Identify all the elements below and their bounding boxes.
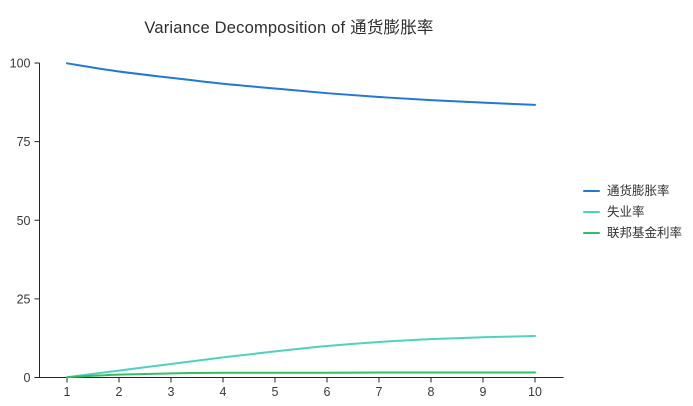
- legend-item-unemployment: 失业率: [583, 205, 682, 219]
- axes-spines: [39, 63, 564, 378]
- series-line-fed-funds-rate: [66, 371, 536, 379]
- legend-swatch-fed-funds-rate: [583, 231, 600, 235]
- legend: 通货膨胀率 失业率 联邦基金利率: [583, 184, 682, 240]
- x-tick-label: 7: [376, 385, 383, 399]
- chart-title: Variance Decomposition of 通货膨胀率: [144, 19, 434, 37]
- legend-item-inflation: 通货膨胀率: [583, 184, 682, 198]
- x-tick-label: 5: [272, 385, 279, 399]
- legend-swatch-inflation: [583, 189, 600, 193]
- x-tick-label: 10: [528, 385, 542, 399]
- legend-label-fed-funds-rate: 联邦基金利率: [607, 226, 683, 240]
- x-tick-label: 4: [220, 385, 227, 399]
- legend-label-unemployment: 失业率: [607, 205, 645, 219]
- x-tick-label: 1: [64, 385, 71, 399]
- legend-item-fed-funds-rate: 联邦基金利率: [583, 226, 682, 240]
- legend-swatch-unemployment: [583, 210, 600, 214]
- y-tick-label: 50: [17, 214, 31, 228]
- x-tick-label: 2: [116, 385, 123, 399]
- y-tick-label: 100: [10, 57, 31, 71]
- y-tick-label: 0: [24, 371, 31, 385]
- x-tick-label: 9: [480, 385, 487, 399]
- x-tick-label: 8: [428, 385, 435, 399]
- x-tick-label: 6: [324, 385, 331, 399]
- legend-label-inflation: 通货膨胀率: [607, 184, 670, 198]
- x-tick-label: 3: [168, 385, 175, 399]
- series-line-unemployment: [66, 334, 536, 379]
- series-line-inflation: [66, 62, 536, 106]
- y-tick-label: 25: [17, 292, 31, 306]
- y-tick-label: 75: [17, 135, 31, 149]
